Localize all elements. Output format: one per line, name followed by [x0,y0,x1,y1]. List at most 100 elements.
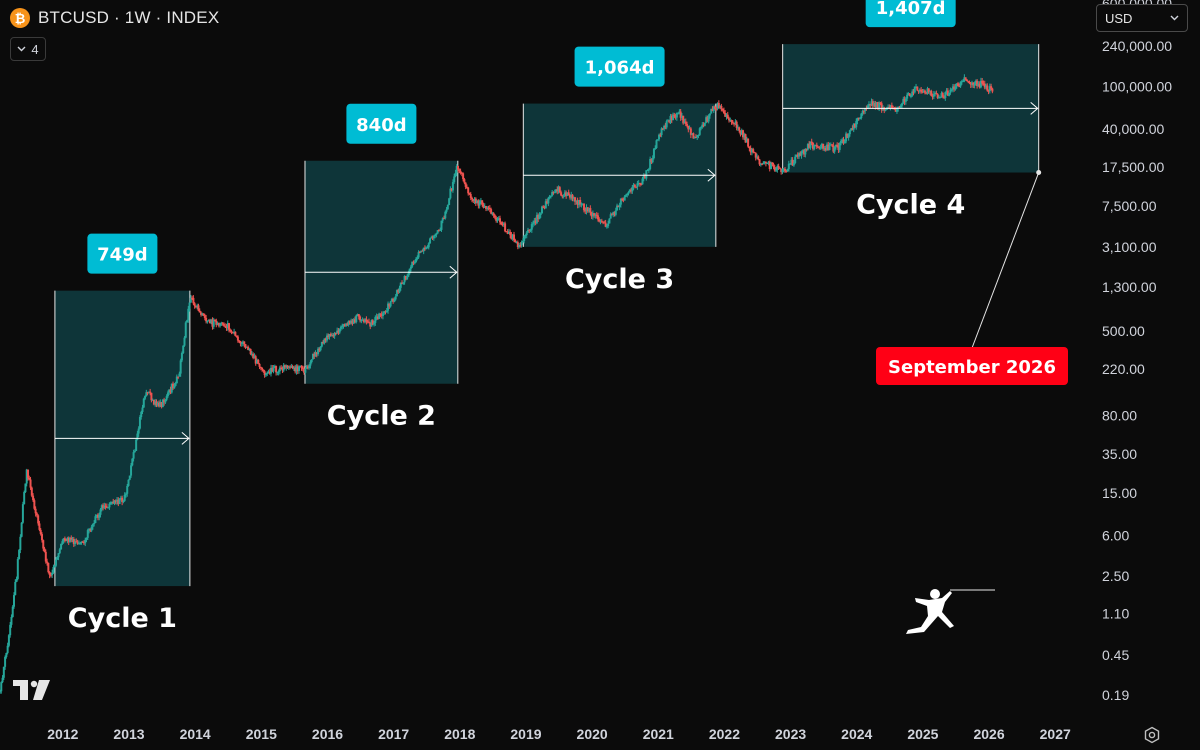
candle-body [77,543,80,545]
candle-body [329,334,332,337]
candle-body [754,152,757,158]
candle-body [665,121,668,128]
candle-body [156,402,159,406]
time-tick-label: 2013 [113,726,144,742]
candle-body [950,89,953,91]
candle-body [29,479,32,488]
candle-body [505,231,508,233]
candle-body [360,320,363,322]
candle-body [702,124,705,126]
time-tick-label: 2020 [577,726,608,742]
candle-body [658,134,661,140]
candle-body [647,169,650,171]
candle-body [899,105,902,108]
candle-body [322,341,325,344]
candle-body [374,317,377,323]
candle-body [300,366,303,369]
candle-body [520,242,523,246]
candle-body [893,108,896,110]
candle-body [491,213,494,215]
candle-body [497,218,500,220]
candle-body [847,134,850,138]
candle-body [610,214,613,216]
candle-body [228,323,231,330]
candle-body [822,143,825,149]
candle-body [983,83,986,88]
candle-body [631,187,634,192]
candle-body [453,176,456,183]
candle-body [911,91,914,96]
candle-body [289,366,292,368]
candle-body [122,500,125,503]
candle-body [454,172,457,177]
candle-body [842,139,845,144]
candle-body [269,367,272,374]
candle-body [490,209,493,214]
candle-body [305,366,308,369]
fencer-icon [906,589,995,634]
candle-body [524,235,527,237]
candle-body [635,186,638,188]
candle-body [846,133,849,138]
candle-body [981,80,984,84]
candle-body [722,110,725,113]
candle-body [371,320,374,325]
candle-body [792,162,795,166]
candle-body [659,134,662,136]
candle-body [388,303,391,307]
candle-body [677,112,680,114]
candle-body [479,200,482,202]
candle-body [496,218,499,221]
candle-body [953,86,956,90]
settings-button[interactable] [1140,724,1164,746]
candle-body [430,237,433,239]
candle-body [824,148,827,151]
candle-body [257,360,260,364]
candle-body [656,139,659,141]
candle-body [103,505,106,508]
candle-body [759,163,762,165]
candle-body [568,195,571,198]
candle-body [231,331,234,333]
candle-body [544,201,547,209]
candle-body [208,320,211,324]
candle-body [990,86,993,89]
candle-body [951,86,954,90]
indicators-toggle-button[interactable]: 4 [10,37,46,61]
candle-body [337,330,340,333]
candle-body [697,134,700,136]
time-tick-label: 2017 [378,726,409,742]
candle-body [581,203,584,205]
tradingview-logo[interactable] [13,680,51,707]
candle-body [472,199,475,201]
cycle-arrow-head [449,265,458,279]
candle-body [173,385,176,389]
candle-body [814,144,817,146]
candle-body [934,93,937,95]
candle-body [889,105,892,108]
candle-body [879,102,882,104]
candle-body [150,392,153,401]
candle-body [91,524,94,527]
candle-body [191,297,194,299]
candle-body [809,141,812,148]
candle-body [264,374,267,376]
currency-select[interactable]: USD [1096,4,1188,32]
time-tick-label: 2012 [47,726,78,742]
candle-body [164,399,167,403]
candle-body [749,148,752,153]
candle-body [543,207,546,209]
candle-body [245,346,248,348]
candle-body [630,189,633,192]
candle-body [242,341,245,343]
candle-body [646,170,649,172]
time-tick-label: 2014 [180,726,211,742]
candle-body [203,315,206,318]
symbol-header[interactable]: ₿ BTCUSD · 1W · INDEX [10,6,219,30]
candle-body [493,215,496,218]
candle-body [352,319,355,324]
candle-body [791,159,794,166]
candle-body [688,128,691,130]
candle-body [931,95,934,97]
